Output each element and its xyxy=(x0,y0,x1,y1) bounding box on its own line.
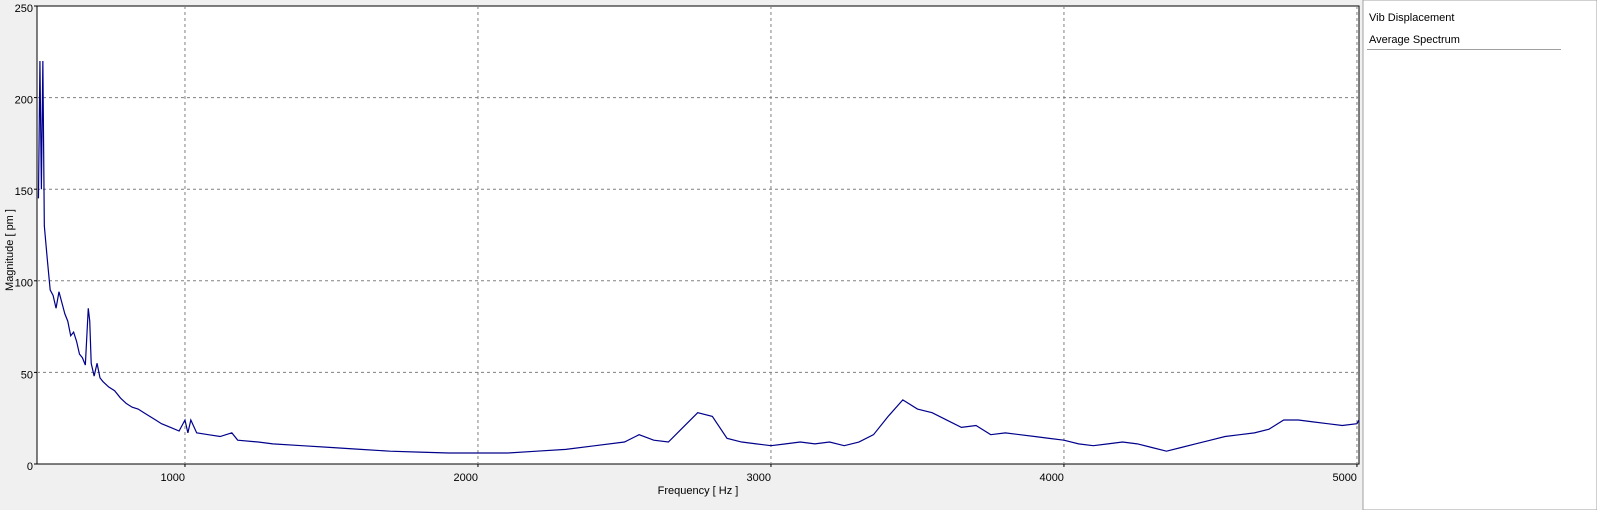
y-axis-label: Magnitude [ pm ] xyxy=(4,209,16,291)
legend-title: Vib Displacement xyxy=(1369,12,1454,24)
x-tick-label: 5000 xyxy=(1332,472,1356,484)
y-tick-label: 50 xyxy=(21,369,33,381)
y-tick-label: 200 xyxy=(15,95,33,107)
spectrum-line xyxy=(37,60,1360,454)
x-tick-label: 3000 xyxy=(746,472,770,484)
x-tick-label: 4000 xyxy=(1039,472,1063,484)
x-tick-label: 1000 xyxy=(160,472,184,484)
legend-entry[interactable]: Average Spectrum xyxy=(1369,34,1460,46)
y-tick-label: 0 xyxy=(27,461,33,473)
y-tick-label: 100 xyxy=(15,278,33,290)
plot-area xyxy=(36,5,1360,465)
x-tick-label: 2000 xyxy=(453,472,477,484)
legend-panel xyxy=(1362,0,1597,510)
x-axis-label: Frequency [ Hz ] xyxy=(658,485,739,497)
y-tick-label: 150 xyxy=(15,186,33,198)
y-tick-label: 250 xyxy=(15,3,33,15)
